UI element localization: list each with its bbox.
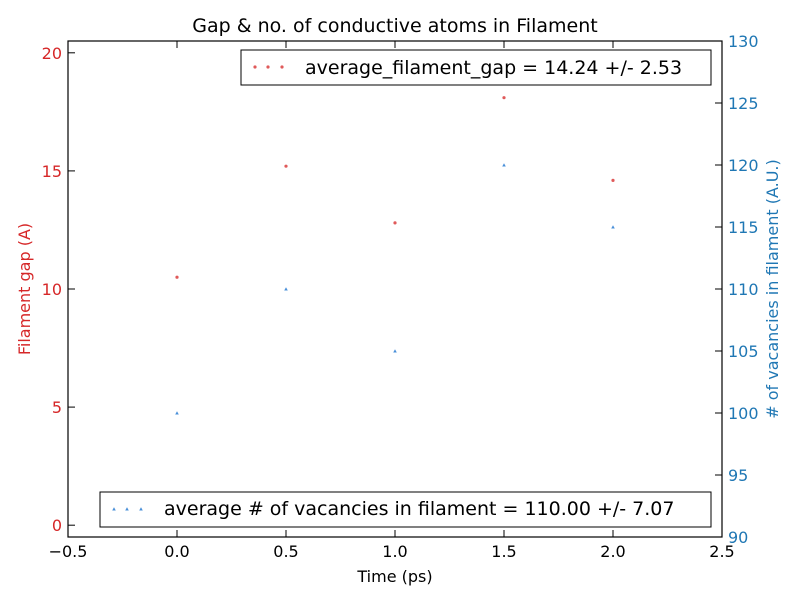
legend-bottom-marker [112,507,116,511]
right-axis-title: # of vacancies in filament (A.U.) [763,159,782,418]
legend-top-marker [280,65,284,69]
legend-top-marker [266,65,270,69]
vacancy-point [611,225,615,229]
legend-top: average_filament_gap = 14.24 +/- 2.53 [240,49,712,86]
gap-point [284,164,288,168]
gap-point [175,275,179,279]
axes-ticks: −0.5 0.0 0.5 1.0 1.5 2.0 2.5 0 5 10 15 20 90 95 100 105… [42,32,759,561]
left-tick-label: 15 [42,162,62,181]
right-tick-label: 105 [728,342,759,361]
legend-bottom-marker [139,507,143,511]
left-tick-label: 0 [52,516,62,535]
vacancy-point [393,349,397,353]
vacancy-point [284,287,288,291]
legend-bottom-box [99,491,712,528]
x-tick-label: −0.5 [49,542,88,561]
data-points [175,96,615,415]
legend-bottom-marker [125,507,129,511]
right-tick-label: 115 [728,218,759,237]
right-tick-label: 110 [728,280,759,299]
legend-bottom: average # of vacancies in filament = 110… [99,491,712,528]
right-tick-label: 130 [728,32,759,51]
left-tick-label: 10 [42,280,62,299]
vacancy-point [175,411,179,415]
legend-top-box [240,49,712,86]
left-tick-label: 20 [42,44,62,63]
x-tick-label: 0.0 [164,542,189,561]
chart-title: Gap & no. of conductive atoms in Filamen… [192,15,597,37]
vacancy-point [502,163,506,167]
plot-frame [67,40,723,538]
right-tick-label: 125 [728,94,759,113]
gap-point [393,221,397,225]
right-tick-label: 100 [728,404,759,423]
gap-point [502,96,506,100]
right-tick-label: 120 [728,156,759,175]
x-tick-label: 0.5 [273,542,298,561]
right-tick-label: 90 [728,528,748,547]
legend-top-marker [253,65,257,69]
x-tick-label: 2.5 [709,542,734,561]
left-tick-label: 5 [52,398,62,417]
x-tick-label: 1.5 [491,542,516,561]
legend-bottom-label: average # of vacancies in filament = 110… [164,498,675,520]
legend-top-label: average_filament_gap = 14.24 +/- 2.53 [305,57,682,79]
left-axis-title: Filament gap (A) [15,223,34,355]
legend-bottom-markers [112,507,143,511]
right-tick-label: 95 [728,466,748,485]
legend-top-markers [253,65,284,69]
x-tick-label: 2.0 [600,542,625,561]
x-axis-title: Time (ps) [356,567,432,586]
gap-point [611,178,615,182]
x-tick-label: 1.0 [382,542,407,561]
